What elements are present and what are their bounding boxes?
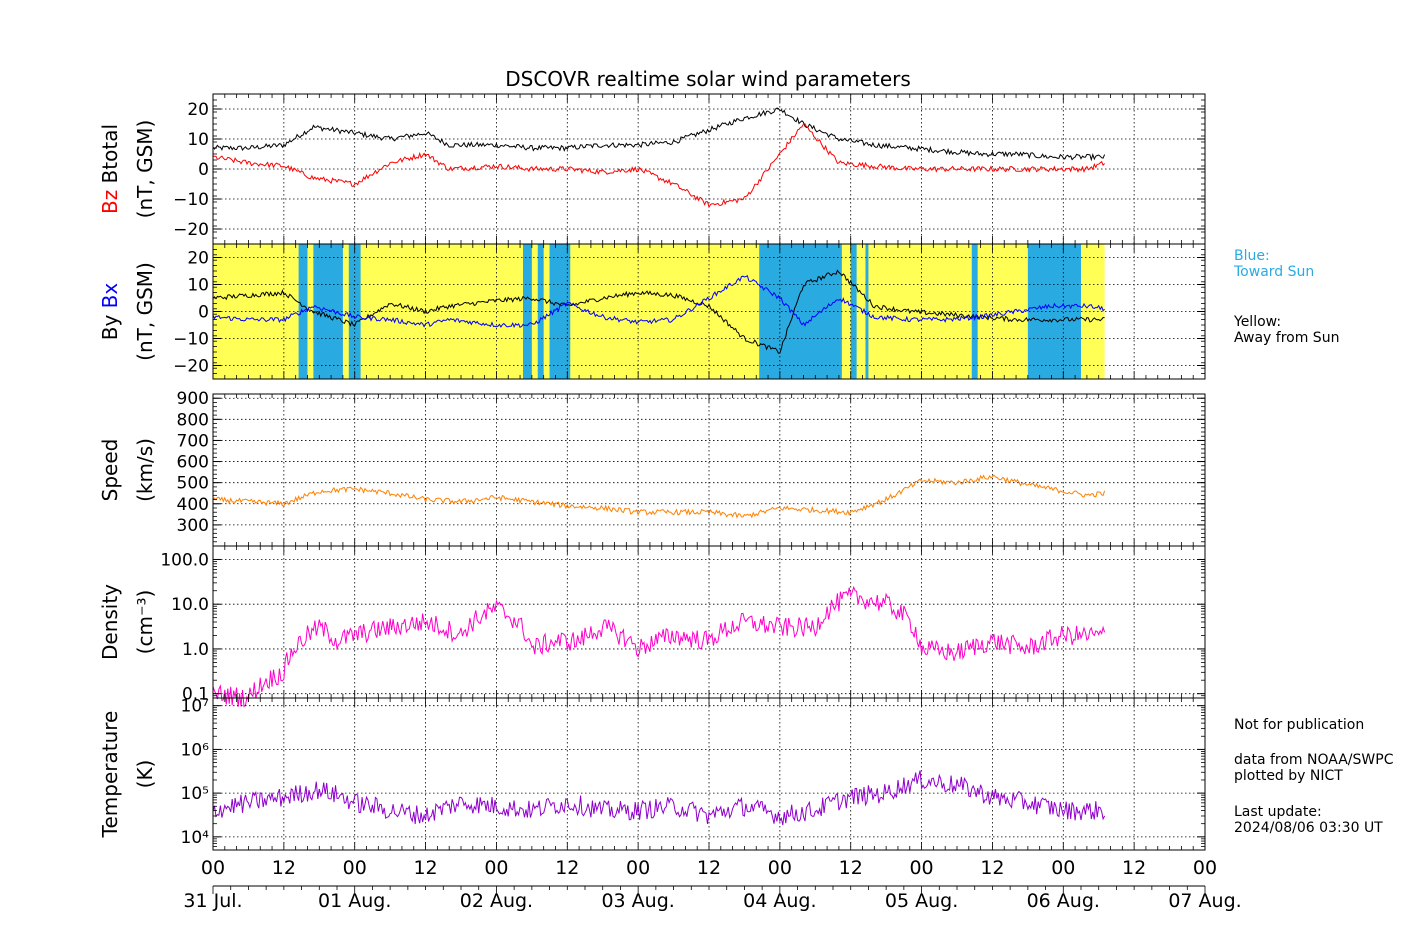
- series-speed: [212, 474, 1106, 519]
- y-tick-label: 300: [177, 516, 209, 536]
- panel-density: 0.1 1.0 10.0 100.0 Density (cm⁻³): [98, 545, 1206, 708]
- y-axis-label: Bz Btotal: [98, 124, 122, 214]
- toward-sun-band: [971, 244, 978, 379]
- panel-magnetic-total: −20 −10 0 10 20 Bz Btotal (nT, GSM): [98, 93, 1206, 245]
- y-axis-label-secondary: Bx: [98, 283, 122, 309]
- y-tick-label: −20: [173, 220, 209, 240]
- y-tick-label: −20: [173, 357, 209, 377]
- y-tick-label: 1.0: [182, 640, 209, 660]
- series-btotal: [212, 107, 1106, 162]
- date-tick-label: 31 Jul.: [183, 890, 242, 912]
- series-bx: [212, 275, 1105, 329]
- y-axis-label: Speed: [98, 439, 122, 502]
- y-tick-label: 900: [177, 389, 209, 409]
- hour-tick-label: 12: [697, 857, 721, 879]
- legend-away-from-sun: Yellow: Away from Sun: [1234, 314, 1340, 346]
- toward-sun-band: [549, 244, 571, 379]
- hour-tick-label: 12: [413, 857, 437, 879]
- toward-sun-band: [865, 244, 869, 379]
- y-tick-label: 100.0: [160, 550, 209, 570]
- y-axis-label-secondary: Bz: [98, 190, 122, 214]
- series-by: [212, 269, 1105, 354]
- series-density: [212, 585, 1106, 708]
- date-tick-label: 02 Aug.: [460, 890, 533, 912]
- y-axis-label: Density: [98, 584, 122, 660]
- y-tick-label: 10.0: [171, 595, 209, 615]
- y-axis-units: (km/s): [133, 438, 157, 502]
- date-tick-label: 04 Aug.: [743, 890, 816, 912]
- toward-sun-band: [537, 244, 544, 379]
- y-axis-units: (cm⁻³): [133, 590, 157, 655]
- hour-tick-label: 12: [555, 857, 579, 879]
- y-tick-label: 10⁵: [181, 784, 209, 804]
- panel-temperature: 10⁴ 10⁵ 10⁶ 10⁷ Temperature (K): [98, 697, 1206, 851]
- hour-tick-label: 00: [1051, 857, 1075, 879]
- y-tick-label: 500: [177, 474, 209, 494]
- y-tick-label: 20: [187, 249, 209, 269]
- y-axis-units: (nT, GSM): [133, 262, 157, 361]
- date-tick-label: 07 Aug.: [1168, 890, 1241, 912]
- toward-sun-band: [523, 244, 532, 379]
- plot-panels: −20 −10 0 10 20 Bz Btotal (nT, GSM) −20 −10 0 10 20…: [98, 93, 1206, 851]
- hour-tick-label: 00: [768, 857, 792, 879]
- y-tick-label: −10: [173, 330, 209, 350]
- hour-tick-label: 00: [484, 857, 508, 879]
- panel-magnetic-components: −20 −10 0 10 20 By Bx (nT, GSM): [98, 243, 1206, 380]
- y-tick-label: 10⁷: [181, 697, 210, 717]
- y-tick-label: 600: [177, 453, 209, 473]
- legend-toward-sun: Blue: Toward Sun: [1234, 248, 1315, 280]
- y-tick-label: 800: [177, 410, 209, 430]
- time-axis: 00 12 00 12 00 12 00 12 00 12 00 12 00 12 00 31 Jul. 01 …: [183, 857, 1241, 912]
- hour-tick-label: 12: [839, 857, 863, 879]
- y-tick-label: 400: [177, 495, 209, 515]
- y-tick-label: 10: [187, 276, 209, 296]
- y-tick-label: 700: [177, 431, 209, 451]
- publication-note: Not for publication: [1234, 717, 1365, 733]
- y-tick-label: 0: [198, 303, 209, 323]
- date-tick-label: 01 Aug.: [318, 890, 391, 912]
- hour-tick-label: 00: [626, 857, 650, 879]
- y-axis-label: Temperature: [98, 711, 122, 839]
- away-from-sun-band: [213, 244, 1105, 379]
- y-tick-label: 0.1: [182, 685, 209, 705]
- hour-tick-label: 12: [980, 857, 1004, 879]
- y-axis-label: By Bx: [98, 283, 122, 341]
- y-axis-label-primary: By: [98, 315, 122, 341]
- date-tick-label: 06 Aug.: [1027, 890, 1100, 912]
- data-source-note: data from NOAA/SWPC plotted by NICT: [1234, 752, 1394, 784]
- last-update-note: Last update: 2024/08/06 03:30 UT: [1234, 804, 1383, 836]
- series-bz: [212, 123, 1105, 209]
- hour-tick-label: 00: [909, 857, 933, 879]
- series-temperature: [212, 770, 1106, 826]
- hour-tick-label: 00: [1193, 857, 1217, 879]
- date-tick-label: 03 Aug.: [601, 890, 674, 912]
- hour-tick-label: 00: [343, 857, 367, 879]
- y-tick-label: 0: [198, 160, 209, 180]
- y-tick-label: 10⁴: [181, 828, 210, 848]
- y-axis-label-primary: Btotal: [98, 124, 122, 183]
- y-tick-label: 10⁶: [181, 740, 210, 760]
- hour-tick-label: 00: [201, 857, 225, 879]
- y-tick-label: 20: [187, 100, 209, 120]
- hour-tick-label: 12: [1122, 857, 1146, 879]
- y-axis-units: (K): [133, 760, 157, 789]
- chart-title: DSCOVR realtime solar wind parameters: [505, 67, 911, 91]
- y-tick-label: −10: [173, 190, 209, 210]
- date-tick-label: 05 Aug.: [885, 890, 958, 912]
- y-tick-label: 10: [187, 130, 209, 150]
- toward-sun-band: [348, 244, 361, 379]
- toward-sun-band: [759, 244, 842, 379]
- hour-tick-label: 12: [272, 857, 296, 879]
- y-axis-units: (nT, GSM): [133, 120, 157, 219]
